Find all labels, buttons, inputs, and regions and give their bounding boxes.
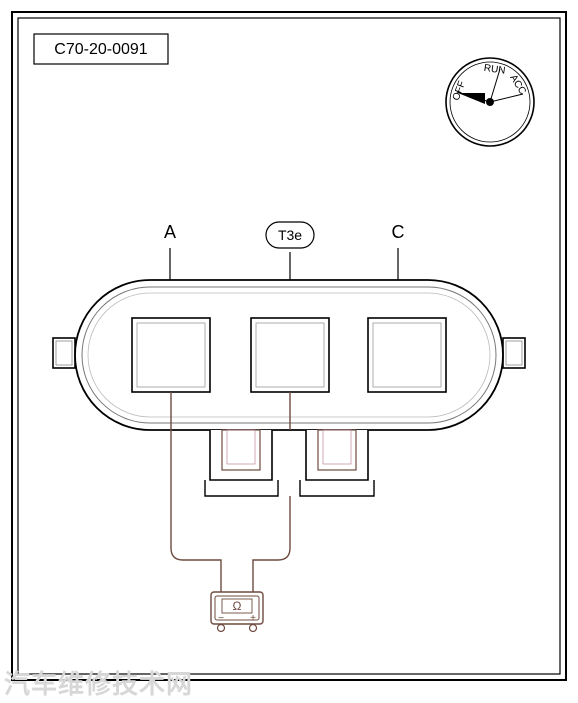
id-label: C70-20-0091 [54,41,148,58]
pin-b [251,318,329,392]
pin-c [368,318,446,392]
ignition-dial: OFF RUN ACC [446,58,534,146]
connector-tag-label: T3e [278,227,302,243]
pin-a [132,318,210,392]
meter-minus: − [218,613,224,624]
pin-label-a: A [164,222,176,242]
diagram-canvas: C70-20-0091 OFF RUN ACC T3e A C [0,0,578,703]
watermark: 汽车维修技术网 [0,662,197,703]
lock-tab-right [300,430,374,496]
meter-symbol: Ω [233,599,242,613]
meter-plus: + [250,613,256,624]
ohmmeter: Ω − + [211,590,263,632]
diagram-svg: C70-20-0091 OFF RUN ACC T3e A C [0,0,578,703]
connector: T3e A C [53,222,525,496]
pin-label-c: C [392,222,405,242]
lock-tab-left [205,430,278,496]
